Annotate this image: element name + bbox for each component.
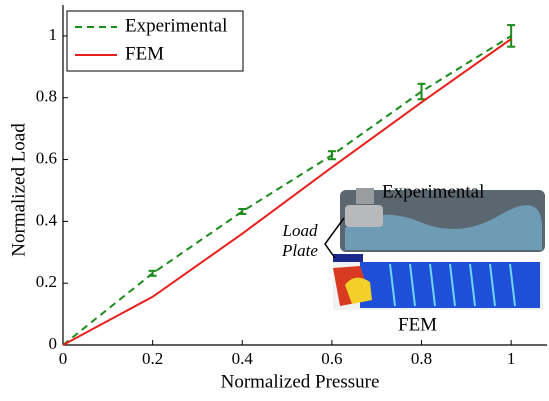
x-tick-label: 0.6 (321, 349, 342, 368)
fem-plate (333, 254, 363, 262)
x-tick-label: 0.4 (232, 349, 254, 368)
inset-label: Plate (281, 241, 318, 260)
fem-ridges (389, 263, 516, 307)
y-axis-label: Normalized Load (8, 123, 29, 257)
inset-label: Experimental (382, 181, 484, 202)
error-bar (417, 82, 426, 101)
fem-warm (345, 277, 372, 304)
series-line (62, 35, 512, 346)
legend-label: Experimental (125, 15, 227, 36)
y-tick-label: 0 (49, 334, 58, 353)
error-bar (148, 269, 157, 277)
error-bar (327, 150, 336, 161)
y-tick-label: 0.4 (36, 210, 58, 229)
x-tick-label: 0.2 (142, 349, 163, 368)
pointer (324, 217, 345, 259)
inset-image: Experimental FEM Load Plate (281, 181, 545, 335)
series-line (62, 38, 512, 346)
x-tick-label: 0 (59, 349, 68, 368)
x-tick-label: 0.8 (411, 349, 432, 368)
error-bar (238, 208, 247, 215)
y-tick-label: 0.6 (36, 148, 57, 167)
y-tick-label: 0.2 (36, 272, 57, 291)
legend-label: FEM (125, 43, 164, 64)
photo-knob (356, 188, 374, 204)
photo-plate (345, 205, 383, 227)
inset-label: FEM (398, 314, 437, 335)
photo-fabric (345, 205, 542, 250)
x-tick-label: 1 (507, 349, 516, 368)
y-tick-label: 0.8 (36, 87, 57, 106)
legend-box (66, 10, 244, 72)
x-axis-label: Normalized Pressure (221, 371, 380, 392)
y-tick-label: 1 (49, 25, 58, 44)
error-bar (507, 24, 516, 48)
inset-label: Load (282, 221, 318, 240)
